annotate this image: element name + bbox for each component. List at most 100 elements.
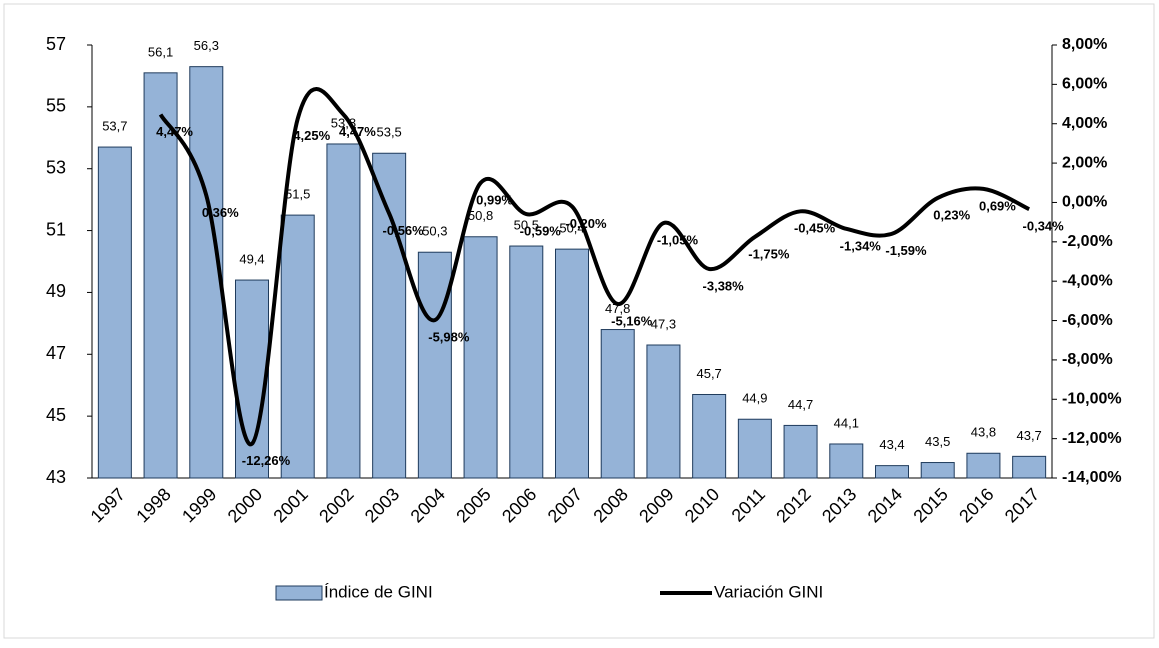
line-value-label: -0,59% xyxy=(520,224,562,239)
bar-value-label: 50,4 xyxy=(559,221,584,236)
y-tick-label: 47 xyxy=(46,343,66,363)
bar xyxy=(783,424,818,479)
line-value-label: -0,56% xyxy=(383,223,425,238)
line-value-label: 0,36% xyxy=(202,205,239,220)
x-tick-label: 2007 xyxy=(544,484,586,526)
line-value-label: -1,59% xyxy=(885,243,927,258)
x-tick-label: 2002 xyxy=(315,484,357,526)
legend-label: Variación GINI xyxy=(714,582,823,601)
y2-tick-label: -2,00% xyxy=(1062,233,1113,250)
bar-value-label: 43,7 xyxy=(1016,428,1041,443)
y-tick-label: 43 xyxy=(46,467,66,487)
y2-tick-label: -8,00% xyxy=(1062,351,1113,368)
bar-value-label: 44,1 xyxy=(834,415,859,430)
y2-tick-label: 4,00% xyxy=(1062,115,1107,132)
y2-tick-label: 0,00% xyxy=(1062,194,1107,211)
x-tick-label: 1999 xyxy=(178,484,220,526)
x-tick-label: 2004 xyxy=(407,484,449,526)
bar xyxy=(143,72,178,479)
line-value-label: -0,45% xyxy=(794,221,836,236)
bar xyxy=(1012,455,1047,479)
line-value-label: 0,69% xyxy=(979,198,1016,213)
bar-value-label: 50,5 xyxy=(514,217,539,232)
bar xyxy=(372,152,407,479)
line-value-label: 0,23% xyxy=(933,207,970,222)
line-value-label: 4,25% xyxy=(293,128,330,143)
x-tick-label: 2000 xyxy=(224,484,266,526)
x-tick-label: 2016 xyxy=(955,484,997,526)
bar xyxy=(555,248,589,479)
bar xyxy=(829,443,864,479)
y-tick-label: 51 xyxy=(46,219,66,239)
x-tick-label: 2001 xyxy=(269,484,311,526)
bar xyxy=(920,462,955,479)
line-value-label: 0,99% xyxy=(476,192,513,207)
bar xyxy=(280,214,315,479)
line-value-label: -0,20% xyxy=(565,216,607,231)
bar-value-label: 51,5 xyxy=(285,187,310,202)
bar xyxy=(463,236,498,479)
bar-value-label: 56,3 xyxy=(194,38,219,53)
x-tick-label: 2009 xyxy=(635,484,677,526)
bar-value-label: 50,3 xyxy=(422,224,447,239)
x-tick-label: 2005 xyxy=(452,484,494,526)
x-tick-label: 2013 xyxy=(818,484,860,526)
line-value-label: 4,47% xyxy=(339,124,376,139)
line-value-label: -12,26% xyxy=(242,453,291,468)
y2-tick-label: -10,00% xyxy=(1062,390,1122,407)
bar-value-label: 43,5 xyxy=(925,434,950,449)
bar xyxy=(509,245,544,479)
bar xyxy=(235,279,269,479)
x-tick-label: 2012 xyxy=(772,484,814,526)
x-tick-label: 1997 xyxy=(87,484,129,526)
y-tick-label: 49 xyxy=(46,281,66,301)
line-value-label: -1,75% xyxy=(748,246,790,261)
y-tick-label: 45 xyxy=(46,405,66,425)
line-value-label: -0,34% xyxy=(1023,219,1065,234)
line-value-label: -1,05% xyxy=(657,233,699,248)
y2-tick-label: -4,00% xyxy=(1062,272,1113,289)
legend-label: Índice de GINI xyxy=(324,582,433,601)
line xyxy=(158,87,1031,446)
bar xyxy=(600,329,635,479)
line-value-label: -3,38% xyxy=(703,278,745,293)
x-tick-label: 2003 xyxy=(361,484,403,526)
bar-value-label: 53,5 xyxy=(376,125,401,140)
bar-value-label: 49,4 xyxy=(239,251,264,266)
bar xyxy=(646,344,681,479)
bar xyxy=(966,452,1001,479)
y-tick-label: 55 xyxy=(46,96,66,116)
y2-tick-label: 2,00% xyxy=(1062,154,1107,171)
bar-value-label: 47,8 xyxy=(605,301,630,316)
x-tick-label: 2014 xyxy=(864,484,906,526)
bar xyxy=(875,465,909,479)
bar-value-label: 43,4 xyxy=(879,437,904,452)
line-value-label: 4,47% xyxy=(156,124,193,139)
legend-swatch xyxy=(275,585,323,601)
x-tick-label: 2015 xyxy=(909,484,951,526)
chart-border xyxy=(3,3,1155,639)
x-tick-label: 2006 xyxy=(498,484,540,526)
line-value-label: -5,16% xyxy=(611,313,653,328)
bar xyxy=(692,393,727,479)
y-tick-label: 57 xyxy=(46,34,66,54)
bar-value-label: 47,3 xyxy=(651,316,676,331)
y2-tick-label: -12,00% xyxy=(1062,430,1122,447)
bar-value-label: 43,8 xyxy=(971,425,996,440)
x-tick-label: 2008 xyxy=(589,484,631,526)
x-tick-label: 2011 xyxy=(728,484,770,526)
bar-value-label: 45,7 xyxy=(696,366,721,381)
bar-value-label: 53,7 xyxy=(102,119,127,134)
bar-value-label: 44,9 xyxy=(742,391,767,406)
y2-tick-label: -6,00% xyxy=(1062,312,1113,329)
bar-value-label: 44,7 xyxy=(788,397,813,412)
x-tick-label: 2017 xyxy=(1001,484,1043,526)
bar xyxy=(417,251,452,479)
line-value-label: -5,98% xyxy=(428,330,470,345)
y2-tick-label: 8,00% xyxy=(1062,36,1107,53)
y-tick-label: 53 xyxy=(46,157,66,177)
bar xyxy=(97,146,132,479)
x-tick-label: 1998 xyxy=(132,484,174,526)
line-value-label: -1,34% xyxy=(840,238,882,253)
